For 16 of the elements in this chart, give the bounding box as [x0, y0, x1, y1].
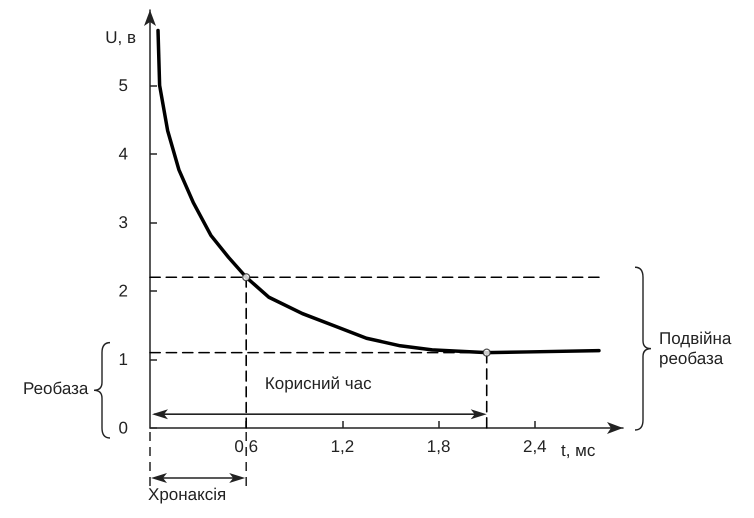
- y-axis-title: U, в: [105, 28, 136, 47]
- x-tick-label: 2,4: [522, 437, 547, 456]
- x-tick-label: 0,6: [234, 437, 258, 456]
- text: Хронаксія: [148, 485, 226, 505]
- text: Реобаза: [23, 379, 88, 400]
- y-tick-label: 5: [118, 76, 128, 95]
- y-tick-label: 1: [118, 350, 128, 369]
- y-tick-label: 3: [118, 212, 128, 232]
- text: Подвійна реобаза: [659, 328, 732, 369]
- y-tick-label: 0: [118, 418, 128, 438]
- annotation: Корисний час: [264, 374, 372, 394]
- y-tick-label: 4: [118, 144, 128, 164]
- x-tick-label: 1,2: [330, 437, 354, 456]
- x-tick-label: 1,8: [426, 437, 450, 456]
- y-tick-label: 2: [118, 281, 128, 300]
- x-axis-title: t, мс: [561, 441, 596, 460]
